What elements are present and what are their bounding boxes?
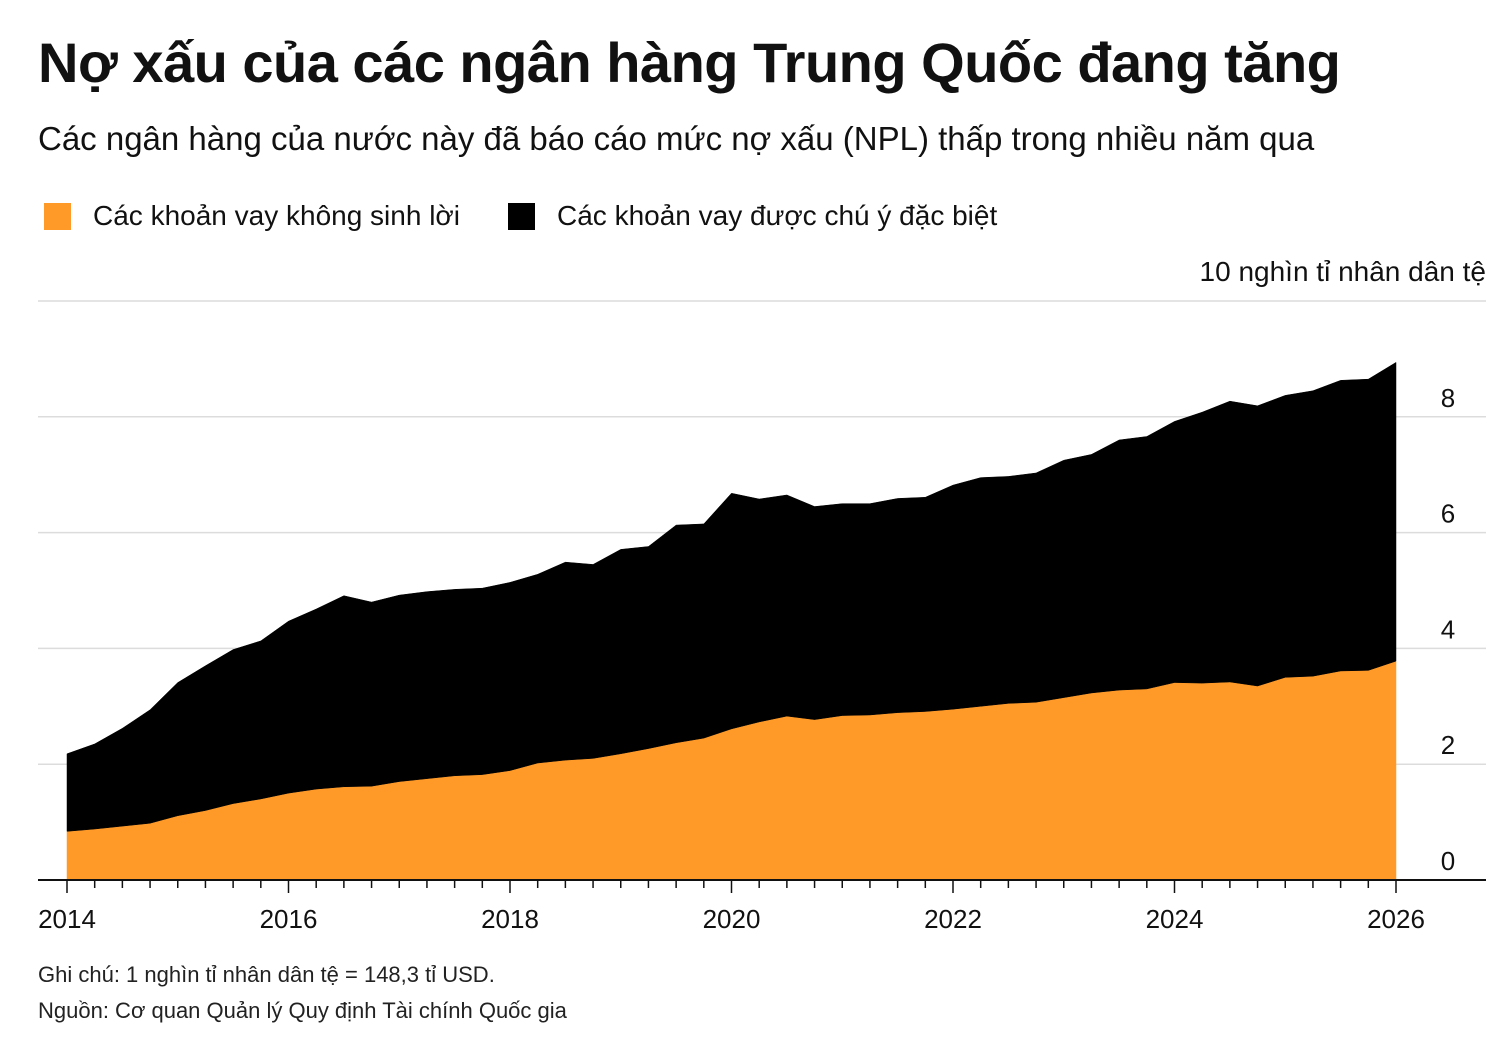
- area-series-1: [66, 361, 1397, 832]
- legend-item-special-mention: Các khoản vay được chú ý đặc biệt: [508, 200, 997, 232]
- x-tick-label-2014: 2014: [38, 904, 96, 934]
- chart-title: Nợ xấu của các ngân hàng Trung Quốc đang…: [38, 31, 1341, 94]
- legend: Các khoản vay không sinh lời Các khoản v…: [44, 196, 1045, 236]
- x-tick-label-2016: 2016: [260, 904, 318, 934]
- y-axis-unit-label: 10 nghìn tỉ nhân dân tệ: [1199, 256, 1486, 287]
- legend-item-npl: Các khoản vay không sinh lời: [44, 200, 460, 232]
- y-tick-label-2: 2: [1441, 730, 1455, 760]
- y-tick-label-6: 6: [1441, 499, 1455, 529]
- chart-subtitle: Các ngân hàng của nước này đã báo cáo mứ…: [38, 120, 1315, 157]
- legend-label-npl: Các khoản vay không sinh lời: [93, 200, 461, 231]
- y-tick-label-4: 4: [1441, 614, 1455, 644]
- legend-label-special-mention: Các khoản vay được chú ý đặc biệt: [557, 200, 998, 231]
- x-tick-label-2018: 2018: [481, 904, 539, 934]
- legend-swatch-npl: [44, 202, 71, 230]
- x-tick-label-2020: 2020: [703, 904, 761, 934]
- y-tick-label-8: 8: [1441, 383, 1455, 413]
- footnotes: Ghi chú: 1 nghìn tỉ nhân dân tệ = 148,3 …: [38, 957, 567, 1029]
- y-tick-label-0: 0: [1441, 846, 1455, 876]
- source-text: Nguồn: Cơ quan Quản lý Quy định Tài chín…: [38, 998, 567, 1023]
- x-tick-label-2026: 2026: [1367, 904, 1425, 934]
- x-tick-label-2024: 2024: [1146, 904, 1204, 934]
- legend-swatch-special-mention: [508, 202, 536, 230]
- x-tick-label-2022: 2022: [924, 904, 982, 934]
- note-text: Ghi chú: 1 nghìn tỉ nhân dân tệ = 148,3 …: [38, 962, 495, 987]
